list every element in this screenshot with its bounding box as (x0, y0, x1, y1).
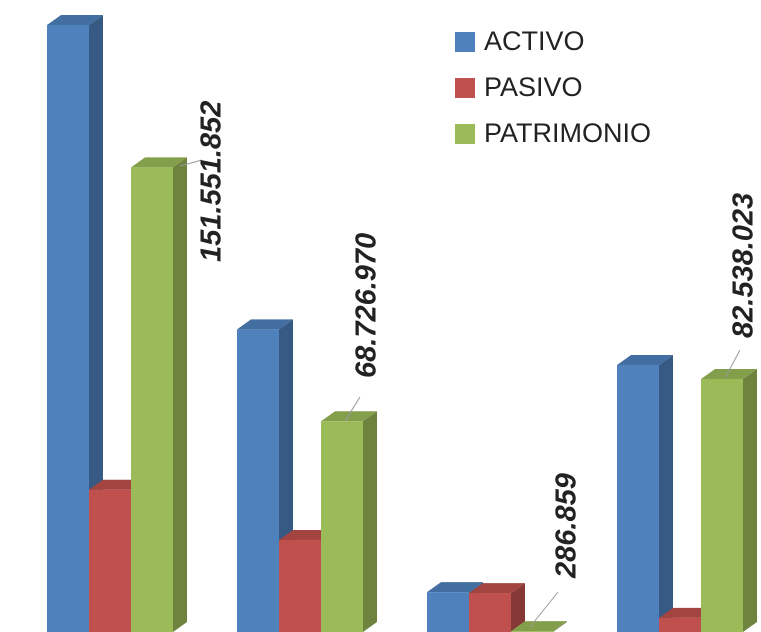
bar-top (511, 621, 567, 632)
bar-top (47, 15, 103, 25)
data-label: 286.859 (551, 473, 583, 579)
bar-front (131, 167, 173, 632)
bar-top (237, 319, 293, 330)
bar (237, 319, 293, 632)
bar (469, 583, 525, 632)
bar-front (89, 489, 131, 632)
data-label: 151.551.852 (196, 101, 228, 262)
leader-line (344, 396, 361, 422)
bar (131, 157, 187, 632)
legend-swatch (455, 78, 475, 98)
bar-side (89, 15, 103, 632)
bar-side (743, 368, 757, 632)
bar-side (659, 354, 673, 632)
bar-top (617, 354, 673, 365)
data-label: 82.538.023 (728, 193, 760, 338)
bar-front (279, 540, 321, 632)
bar-top (701, 368, 757, 379)
leader-line (529, 591, 559, 628)
bar-top (131, 157, 187, 168)
bar-front (659, 617, 701, 632)
bar-front (617, 364, 659, 632)
legend-label: ACTIVO (484, 26, 585, 56)
bar-top (469, 583, 525, 594)
leader-line (179, 159, 203, 167)
bar-side (363, 411, 377, 632)
bar-top (321, 411, 377, 422)
bar (701, 368, 757, 632)
legend-label: PASIVO (484, 72, 583, 102)
bar (47, 15, 103, 632)
bar-front (469, 593, 511, 632)
bar (321, 411, 377, 632)
bar-front (701, 378, 743, 632)
bar-side (173, 157, 187, 632)
bar (617, 354, 673, 632)
leader-line (724, 349, 741, 379)
bar-front (47, 25, 89, 632)
bar-side (553, 621, 567, 632)
bar-front (427, 592, 469, 632)
data-label: 68.726.970 (351, 233, 383, 378)
legend-swatch (455, 124, 475, 144)
bar-front (237, 329, 279, 632)
bar-side (511, 583, 525, 632)
legend-label: PATRIMONIO (484, 118, 651, 148)
bar-top (427, 582, 483, 593)
bar-front (321, 421, 363, 632)
legend-swatch (455, 32, 475, 52)
